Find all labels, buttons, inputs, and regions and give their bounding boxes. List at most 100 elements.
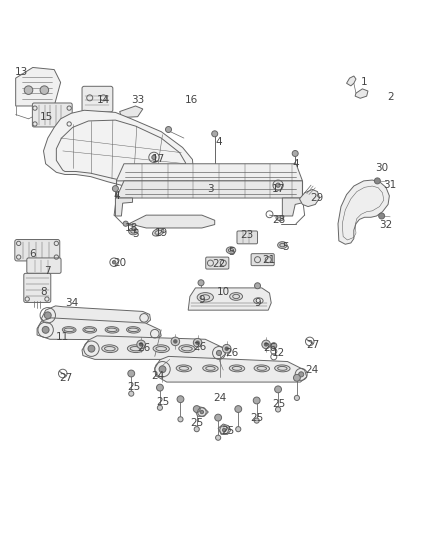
Circle shape: [24, 86, 33, 94]
Circle shape: [139, 343, 143, 346]
Polygon shape: [116, 181, 303, 198]
Text: 28: 28: [272, 215, 286, 225]
Circle shape: [299, 372, 304, 377]
FancyBboxPatch shape: [251, 254, 274, 265]
Ellipse shape: [83, 327, 96, 333]
Text: 31: 31: [384, 180, 397, 190]
Polygon shape: [355, 89, 368, 98]
Text: 9: 9: [254, 298, 261, 308]
Ellipse shape: [62, 327, 76, 333]
Text: 20: 20: [113, 258, 126, 268]
Circle shape: [198, 280, 204, 286]
Ellipse shape: [129, 228, 138, 235]
Ellipse shape: [127, 345, 144, 352]
Circle shape: [225, 347, 229, 350]
Ellipse shape: [278, 241, 287, 248]
FancyBboxPatch shape: [32, 103, 72, 127]
Polygon shape: [82, 336, 226, 359]
Text: 34: 34: [65, 298, 78, 308]
Ellipse shape: [102, 345, 118, 352]
Text: 26: 26: [264, 343, 277, 353]
Circle shape: [128, 370, 134, 377]
Circle shape: [137, 340, 145, 349]
Ellipse shape: [254, 365, 269, 372]
Circle shape: [276, 183, 280, 187]
Circle shape: [276, 407, 281, 412]
Circle shape: [193, 338, 202, 347]
Circle shape: [253, 397, 260, 404]
Ellipse shape: [127, 327, 140, 333]
FancyBboxPatch shape: [206, 257, 229, 269]
Text: 24: 24: [151, 370, 164, 381]
Text: 25: 25: [272, 399, 286, 409]
Circle shape: [171, 337, 180, 346]
Circle shape: [265, 343, 268, 346]
Text: 27: 27: [60, 373, 73, 383]
Text: 4: 4: [293, 159, 299, 169]
FancyBboxPatch shape: [27, 258, 61, 273]
Text: 8: 8: [40, 287, 47, 297]
Text: 3: 3: [207, 184, 214, 195]
Circle shape: [40, 86, 49, 94]
Text: 13: 13: [14, 67, 28, 77]
Ellipse shape: [153, 345, 170, 352]
Ellipse shape: [152, 229, 164, 236]
Polygon shape: [155, 357, 307, 382]
Text: 18: 18: [125, 223, 138, 233]
Polygon shape: [338, 180, 389, 244]
Circle shape: [271, 343, 277, 349]
Text: 32: 32: [379, 220, 392, 230]
Circle shape: [254, 283, 261, 289]
Text: 5: 5: [229, 247, 235, 257]
Circle shape: [294, 395, 300, 400]
Text: 24: 24: [214, 393, 227, 403]
Circle shape: [129, 391, 134, 396]
FancyBboxPatch shape: [15, 239, 60, 261]
Text: 29: 29: [310, 193, 323, 203]
Text: 26: 26: [138, 343, 151, 353]
Circle shape: [196, 341, 199, 344]
Circle shape: [166, 126, 172, 133]
Text: 4: 4: [113, 191, 120, 201]
Circle shape: [178, 417, 183, 422]
Circle shape: [177, 396, 184, 402]
Circle shape: [157, 405, 162, 410]
Circle shape: [200, 410, 204, 414]
Text: 12: 12: [272, 348, 285, 358]
Text: 2: 2: [387, 92, 393, 102]
Ellipse shape: [275, 365, 290, 372]
Text: 26: 26: [225, 348, 238, 358]
Text: 5: 5: [132, 229, 139, 239]
Circle shape: [223, 344, 231, 353]
Circle shape: [159, 366, 166, 373]
Text: 9: 9: [198, 295, 205, 305]
Polygon shape: [41, 306, 151, 324]
Text: 17: 17: [272, 184, 286, 195]
Circle shape: [254, 418, 259, 423]
Polygon shape: [346, 76, 356, 86]
Text: 1: 1: [361, 77, 368, 87]
Circle shape: [212, 131, 218, 137]
FancyBboxPatch shape: [24, 273, 51, 302]
Circle shape: [44, 312, 51, 319]
Polygon shape: [283, 198, 304, 216]
Circle shape: [113, 185, 118, 191]
Circle shape: [113, 261, 116, 264]
Circle shape: [193, 406, 200, 413]
Ellipse shape: [179, 345, 195, 352]
Text: 15: 15: [40, 112, 53, 122]
Polygon shape: [43, 110, 193, 190]
Circle shape: [88, 345, 95, 352]
Circle shape: [379, 213, 385, 219]
FancyBboxPatch shape: [237, 231, 258, 244]
Text: 11: 11: [56, 332, 69, 342]
Text: 5: 5: [282, 242, 289, 252]
Text: 21: 21: [262, 255, 276, 265]
Text: 19: 19: [155, 228, 168, 238]
Circle shape: [236, 426, 241, 432]
Circle shape: [215, 414, 222, 421]
Ellipse shape: [203, 365, 218, 372]
Ellipse shape: [105, 327, 119, 333]
Ellipse shape: [176, 365, 191, 372]
Text: 6: 6: [29, 249, 36, 259]
